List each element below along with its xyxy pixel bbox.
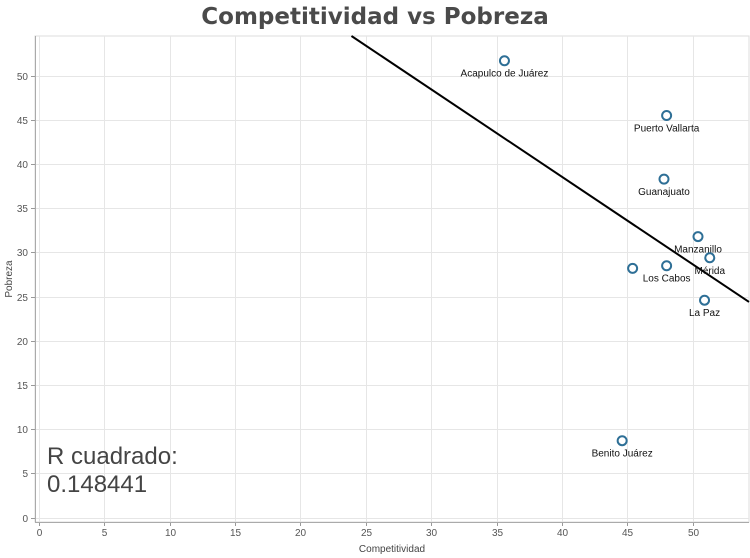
data-point-label: Benito Juárez (592, 449, 653, 460)
x-tick-label: 5 (102, 528, 108, 539)
data-point (658, 173, 670, 185)
data-point (627, 262, 639, 274)
y-tick-label: 50 (17, 72, 29, 83)
data-point (661, 260, 673, 272)
data-point (498, 55, 510, 67)
y-tick-label: 40 (17, 160, 29, 171)
x-tick-label: 10 (165, 528, 177, 539)
data-point-label: La Paz (689, 308, 720, 319)
x-tick-label: 50 (688, 528, 700, 539)
r-squared-title: R cuadrado: (47, 443, 178, 470)
axes: 0 5 10 15 20 25 30 35 40 45 50 0 5 10 15 20 25 30 35 40 45 50 (17, 36, 749, 539)
y-tick-label: 5 (22, 469, 28, 480)
trendline-group (350, 35, 750, 303)
y-tick-label: 15 (17, 381, 29, 392)
data-point (704, 252, 716, 264)
y-tick-label: 0 (22, 514, 28, 525)
data-point (692, 231, 704, 243)
points-group: Acapulco de Juárez Puerto Vallarta Guanaju… (461, 55, 725, 460)
r-squared-annotation: R cuadrado: 0.148441 (47, 443, 178, 499)
y-tick-label: 30 (17, 248, 29, 259)
y-tick-label: 25 (17, 293, 29, 304)
x-tick-label: 40 (557, 528, 569, 539)
data-point-label: Manzanillo (674, 245, 722, 256)
x-tick-label: 25 (361, 528, 373, 539)
chart-title: Competitividad vs Pobreza (201, 4, 549, 30)
x-tick-label: 20 (295, 528, 307, 539)
x-tick-label: 15 (230, 528, 242, 539)
x-tick-label: 35 (492, 528, 504, 539)
y-tick-label: 35 (17, 204, 29, 215)
x-axis-label: Competitividad (359, 544, 425, 555)
trendline (350, 35, 750, 303)
data-point-label: Puerto Vallarta (634, 124, 700, 135)
data-point (661, 110, 673, 122)
grid (34, 35, 750, 523)
data-point-label: Mérida (694, 266, 725, 277)
data-point-label: Acapulco de Juárez (461, 69, 549, 80)
y-tick-label: 10 (17, 425, 29, 436)
data-point-label: Los Cabos (643, 274, 691, 285)
data-point (699, 294, 711, 306)
x-tick-label: 30 (426, 528, 438, 539)
data-point (616, 435, 628, 447)
y-axis-label: Pobreza (4, 260, 15, 298)
r-squared-value: 0.148441 (47, 471, 148, 498)
x-tick-label: 0 (37, 528, 43, 539)
x-tick-label: 45 (622, 528, 634, 539)
y-tick-label: 20 (17, 337, 29, 348)
data-point-label: Guanajuato (638, 187, 690, 198)
y-tick-label: 45 (17, 116, 29, 127)
